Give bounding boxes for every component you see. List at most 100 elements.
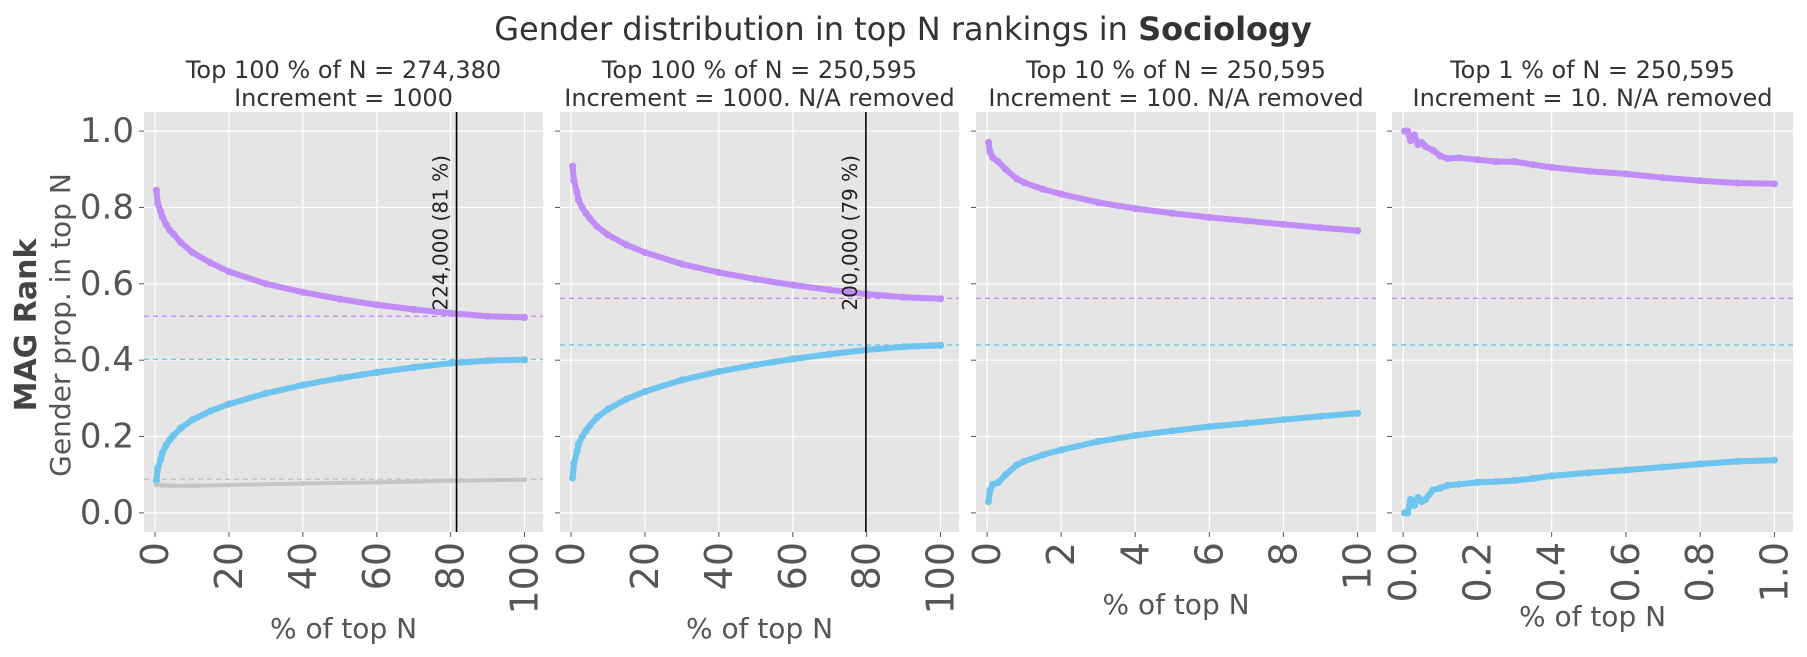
data-point-male [188, 416, 196, 424]
data-point-female [586, 214, 594, 222]
data-point-male [520, 356, 529, 364]
x-tick-label: 0.2 [1455, 542, 1499, 602]
y-tick-label: 0.0 [80, 493, 134, 533]
threshold-label: 200,000 (79 %) [838, 155, 862, 310]
threshold-label: 224,000 (81 %) [429, 155, 453, 310]
data-point-female [752, 275, 760, 283]
x-tick-label: 2 [1039, 542, 1083, 566]
data-point-female [1696, 177, 1704, 185]
plot-area [560, 112, 959, 532]
data-point-male [373, 368, 381, 376]
data-point-female [1770, 180, 1778, 188]
panel-title-line2: Increment = 1000 [234, 84, 453, 112]
plot-area [976, 112, 1376, 532]
data-point-female [1421, 142, 1429, 150]
data-point-male [1013, 461, 1021, 469]
x-axis-label: % of top N [686, 612, 833, 645]
x-tick-label: 6 [1187, 542, 1231, 566]
data-point-male [206, 407, 215, 415]
data-point-female [152, 186, 160, 194]
data-point-male [570, 459, 578, 467]
data-point-female [1429, 146, 1437, 154]
data-point-unknown [374, 479, 380, 485]
data-point-female [573, 188, 581, 196]
data-point-female [574, 196, 583, 204]
data-point-male [1585, 469, 1593, 477]
data-point-female [622, 241, 631, 249]
data-point-female [1473, 156, 1481, 164]
data-point-male [1659, 463, 1667, 471]
data-point-female [1492, 158, 1500, 166]
data-point-male [158, 449, 167, 457]
data-point-female [206, 259, 215, 267]
data-point-male [162, 441, 170, 449]
data-point-female [1057, 190, 1065, 198]
x-tick-label: 0.6 [1604, 542, 1648, 602]
x-tick-label: 4 [1113, 542, 1157, 566]
data-point-female [1131, 205, 1139, 213]
panels: 224,000 (81 %)Top 100 % of N = 274,380In… [80, 56, 1797, 645]
panel-1: 224,000 (81 %) Top 100 % of N = 274,380In… [80, 56, 547, 645]
x-axis-label: % of top N [1519, 600, 1666, 633]
data-point-female [715, 268, 723, 276]
series-line-male [1401, 457, 1778, 516]
data-point-unknown [226, 482, 232, 488]
data-point-male [1444, 481, 1452, 489]
data-point-male [1131, 431, 1139, 439]
data-point-female [1585, 167, 1593, 175]
data-point-male [641, 387, 649, 396]
data-point-female [154, 200, 162, 208]
x-tick-label: 0.8 [1678, 542, 1722, 602]
y-axis-label: Gender prop. in top N [44, 173, 77, 477]
data-point-male [152, 476, 160, 485]
x-tick-label: 40 [697, 542, 741, 590]
data-point-female [373, 301, 381, 309]
data-point-unknown [189, 483, 195, 489]
data-point-female [604, 231, 612, 239]
y-tick-label: 0.4 [80, 340, 134, 380]
x-axis-label: % of top N [1102, 588, 1249, 621]
data-point-male [1168, 427, 1176, 435]
x-tick-label: 0.0 [1381, 542, 1425, 602]
data-point-male [826, 350, 834, 358]
data-point-female [1020, 179, 1028, 187]
data-point-female [826, 286, 834, 294]
data-point-male [586, 422, 594, 430]
data-point-female [1659, 174, 1667, 182]
data-point-male [1002, 471, 1010, 479]
data-point-female [1510, 158, 1519, 166]
data-point-male [1510, 476, 1519, 485]
data-point-male [1242, 419, 1250, 427]
data-point-female [1205, 213, 1213, 221]
data-point-female [188, 248, 196, 256]
y-tick-label: 0.8 [80, 187, 134, 227]
x-tick-label: 1.0 [1752, 542, 1796, 602]
data-point-male [1455, 480, 1463, 488]
data-point-female [262, 280, 270, 288]
data-point-male [447, 359, 455, 367]
x-tick-label: 0 [133, 542, 177, 566]
data-point-female [578, 203, 586, 212]
data-point-female [225, 268, 233, 276]
data-point-female [299, 288, 307, 296]
data-point-male [1473, 478, 1481, 486]
data-point-male [410, 363, 418, 371]
x-tick-label: 40 [281, 542, 325, 590]
data-point-female [447, 309, 455, 317]
x-axis-label: % of top N [270, 612, 417, 645]
data-point-female [1013, 175, 1021, 183]
data-point-male [1436, 484, 1444, 492]
y-tick-label: 1.0 [80, 111, 134, 151]
series-line-female [1401, 128, 1778, 187]
data-point-male [1696, 460, 1704, 468]
x-tick-label: 60 [355, 542, 399, 590]
data-point-female [1529, 161, 1537, 169]
data-point-female [1548, 163, 1556, 171]
data-point-female [1279, 220, 1287, 228]
data-point-male [986, 486, 994, 494]
data-point-male [578, 432, 586, 441]
x-tick-label: 20 [623, 542, 667, 590]
data-point-female [1353, 227, 1362, 235]
panel-title-line2: Increment = 1000. N/A removed [564, 84, 955, 112]
